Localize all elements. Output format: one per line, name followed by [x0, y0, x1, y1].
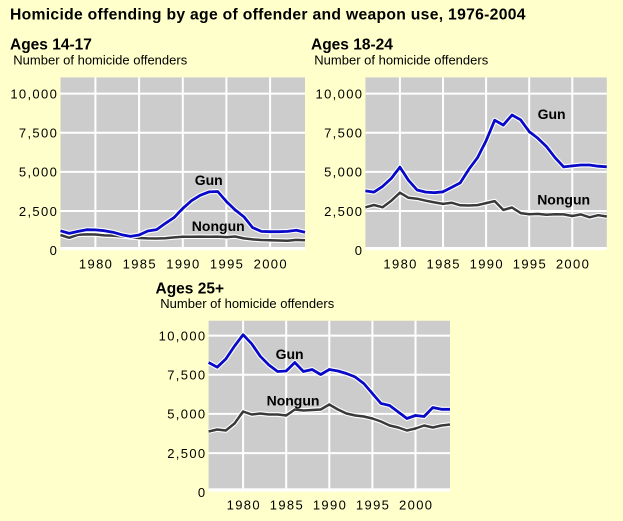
svg-text:Gun: Gun [195, 172, 223, 188]
svg-text:7,500: 7,500 [19, 126, 58, 141]
svg-text:Homicide offending by age of o: Homicide offending by age of offender an… [10, 6, 526, 23]
svg-text:10,000: 10,000 [10, 86, 58, 101]
svg-text:0: 0 [198, 485, 207, 500]
svg-text:1985: 1985 [270, 498, 304, 513]
svg-text:Nongun: Nongun [537, 192, 590, 208]
svg-text:1990: 1990 [313, 498, 347, 513]
svg-text:5,000: 5,000 [167, 407, 206, 422]
svg-text:1995: 1995 [210, 256, 244, 271]
svg-text:Gun: Gun [538, 106, 566, 122]
svg-text:2,500: 2,500 [324, 204, 363, 219]
svg-text:Ages 18-24: Ages 18-24 [311, 36, 393, 53]
svg-text:2000: 2000 [556, 256, 590, 271]
svg-text:7,500: 7,500 [324, 126, 363, 141]
svg-text:7,500: 7,500 [167, 368, 206, 383]
svg-text:1990: 1990 [470, 256, 504, 271]
svg-text:Gun: Gun [276, 346, 304, 362]
svg-text:10,000: 10,000 [316, 86, 364, 101]
svg-text:2000: 2000 [254, 256, 288, 271]
svg-text:5,000: 5,000 [324, 165, 363, 180]
svg-text:Nongun: Nongun [267, 393, 320, 409]
svg-text:5,000: 5,000 [19, 165, 58, 180]
svg-text:1980: 1980 [383, 256, 417, 271]
svg-text:2,500: 2,500 [167, 446, 206, 461]
svg-text:Number of homicide offenders: Number of homicide offenders [13, 53, 187, 68]
svg-text:1990: 1990 [166, 256, 200, 271]
svg-text:10,000: 10,000 [159, 328, 207, 343]
svg-text:Ages 25+: Ages 25+ [156, 280, 225, 297]
svg-text:Number of homicide offenders: Number of homicide offenders [314, 53, 488, 68]
svg-text:1980: 1980 [227, 498, 261, 513]
svg-text:0: 0 [50, 243, 59, 258]
svg-text:Nongun: Nongun [192, 218, 245, 234]
svg-text:Number of homicide offenders: Number of homicide offenders [160, 296, 334, 311]
svg-text:Ages 14-17: Ages 14-17 [10, 36, 92, 53]
svg-text:2000: 2000 [399, 498, 433, 513]
svg-text:1985: 1985 [427, 256, 461, 271]
svg-text:2,500: 2,500 [19, 204, 58, 219]
svg-text:1980: 1980 [79, 256, 113, 271]
svg-text:1985: 1985 [123, 256, 157, 271]
svg-text:1995: 1995 [356, 498, 390, 513]
svg-text:1995: 1995 [513, 256, 547, 271]
svg-text:0: 0 [355, 243, 364, 258]
